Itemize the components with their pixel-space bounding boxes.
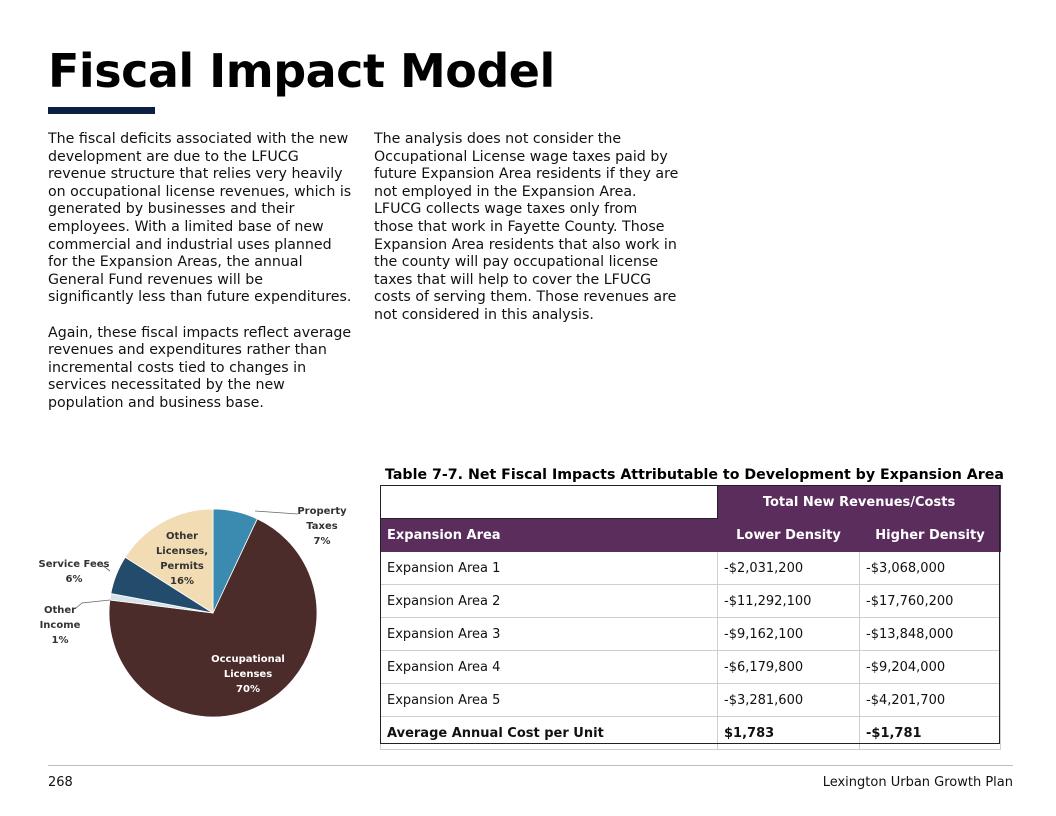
leader-line-property-taxes [254, 510, 299, 515]
table-row: Expansion Area 1 -$2,031,200 -$3,068,000 [380, 551, 1001, 585]
pie-slice-label: 6% [66, 574, 83, 585]
page-number: 268 [48, 775, 73, 790]
table-cell: Expansion Area 4 [380, 650, 718, 684]
table-cell: -$1,781 [859, 716, 1001, 750]
paragraph: The analysis does not consider the Occup… [374, 131, 679, 323]
publication-title: Lexington Urban Growth Plan [822, 775, 1013, 790]
pie-slice-label: Other [44, 605, 76, 616]
pie-slice-label: Occupational [211, 654, 285, 665]
table-cell: Expansion Area 5 [380, 683, 718, 717]
pie-slice-label: Income [40, 620, 81, 631]
leader-line-service-fees [101, 564, 111, 572]
title-underline [48, 107, 155, 114]
table-cell: -$13,848,000 [859, 617, 1001, 651]
pie-slice-label: 1% [52, 635, 69, 646]
pie-slice-label: Taxes [306, 521, 338, 532]
table-cell: -$9,162,100 [717, 617, 860, 651]
table-cell: Expansion Area 3 [380, 617, 718, 651]
right-text-column: The analysis does not consider the Occup… [374, 131, 679, 342]
pie-slice-label: Licenses, [156, 546, 208, 557]
table-cell: Expansion Area 1 [380, 551, 718, 585]
pie-slice-label: 70% [236, 684, 260, 695]
table-row: Expansion Area 4 -$6,179,800 -$9,204,000 [380, 650, 1001, 684]
pie-slice [124, 508, 214, 614]
table-cell: -$17,760,200 [859, 584, 1001, 618]
revenue-pie-chart: Property Taxes 7% Occupational Licenses 70% Ot… [39, 506, 347, 718]
table-caption: Table 7-7. Net Fiscal Impacts Attributab… [385, 467, 1004, 483]
table-cell: -$3,281,600 [717, 683, 860, 717]
col-header-higher-density: Higher Density [859, 518, 1001, 552]
pie-slice-label: Permits [160, 561, 204, 572]
table-cell: $1,783 [717, 716, 860, 750]
leader-line-other-income [75, 599, 111, 609]
table-cell: -$3,068,000 [859, 551, 1001, 585]
table-group-header: Total New Revenues/Costs [717, 485, 1001, 519]
pie-slice [108, 518, 318, 718]
table-cell: Average Annual Cost per Unit [380, 716, 718, 750]
table-cell: -$4,201,700 [859, 683, 1001, 717]
pie-slice-label: Property [297, 506, 347, 517]
table-row: Expansion Area 3 -$9,162,100 -$13,848,00… [380, 617, 1001, 651]
table-header-row: Expansion Area Lower Density Higher Dens… [380, 518, 1001, 552]
paragraph: Again, these fiscal impacts reflect aver… [48, 324, 352, 411]
table-cell: -$11,292,100 [717, 584, 860, 618]
paragraph: The fiscal deficits associated with the … [48, 131, 352, 306]
table-group-header-row: Total New Revenues/Costs [380, 485, 1001, 519]
table-blank-cell [380, 485, 718, 519]
table-row: Expansion Area 2 -$11,292,100 -$17,760,2… [380, 584, 1001, 618]
pie-slice-label: 16% [170, 576, 194, 587]
table-cell: -$6,179,800 [717, 650, 860, 684]
table-total-row: Average Annual Cost per Unit $1,783 -$1,… [380, 716, 1001, 750]
table-row: Expansion Area 5 -$3,281,600 -$4,201,700 [380, 683, 1001, 717]
table-cell: Expansion Area 2 [380, 584, 718, 618]
left-text-column: The fiscal deficits associated with the … [48, 131, 353, 430]
table-cell: -$2,031,200 [717, 551, 860, 585]
fiscal-impact-table: Total New Revenues/Costs Expansion Area … [380, 485, 1001, 750]
pie-slice-label: Other [166, 531, 198, 542]
footer-rule [48, 765, 1013, 766]
pie-slice-label: Licenses [224, 669, 272, 680]
col-header-lower-density: Lower Density [717, 518, 860, 552]
pie-slice-label: Service Fees [39, 559, 110, 570]
pie-slice-label: 7% [314, 536, 331, 547]
table-cell: -$9,204,000 [859, 650, 1001, 684]
page-title: Fiscal Impact Model [48, 44, 555, 98]
col-header-expansion-area: Expansion Area [380, 518, 718, 552]
